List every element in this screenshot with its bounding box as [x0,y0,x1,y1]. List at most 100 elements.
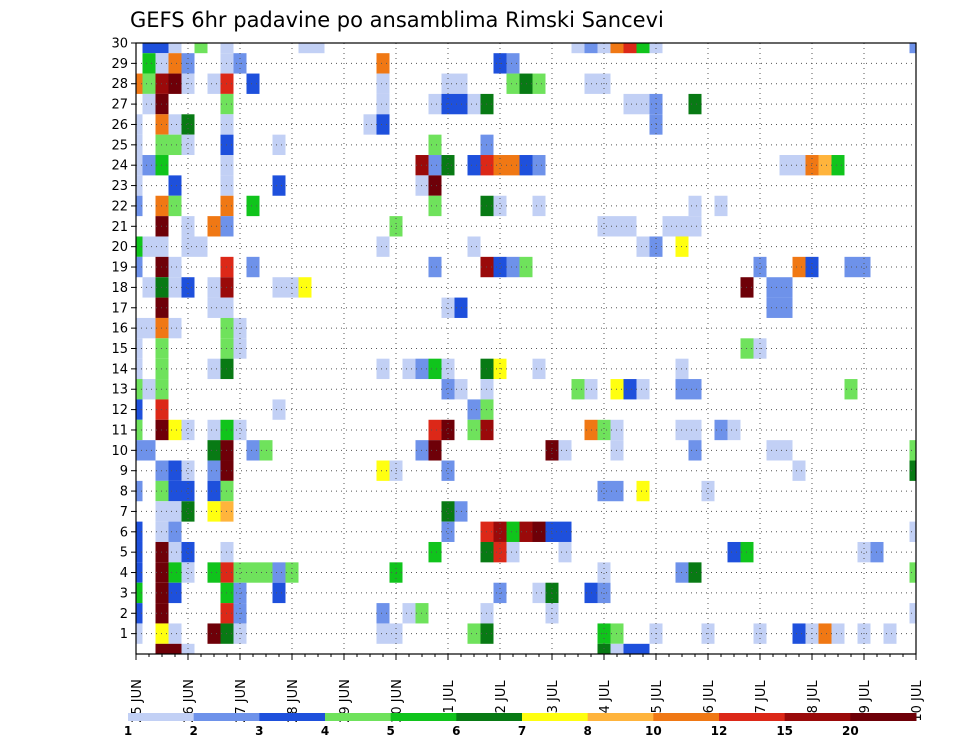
y-tick-label: 28 [111,77,128,92]
heatmap-cell [207,562,221,583]
heatmap-cell [168,582,182,604]
heatmap-cell [428,93,442,115]
heatmap-cell [142,155,156,176]
x-tick-label: 25 JUN [130,679,145,723]
y-tick-label: 3 [120,586,128,601]
heatmap-cell [792,256,806,278]
heatmap-cell [688,440,702,461]
x-tick-label: 30 JUN [390,679,405,723]
colorbar-label: 10 [645,724,662,738]
colorbar-swatch [259,713,326,721]
heatmap-cell [155,643,169,654]
heatmap-cell [136,582,143,604]
heatmap-cell [493,541,507,563]
colorbar: 1 2 3 4 5 6 7 8 10 12 15 20 [124,713,917,738]
heatmap-cell [727,541,741,563]
heatmap-cell [623,216,637,237]
heatmap-cell [376,603,390,624]
y-tick-label: 11 [111,423,128,438]
heatmap-cell [136,73,143,94]
heatmap-cell [181,277,195,298]
y-tick-label: 12 [111,403,128,418]
heatmap-cell [207,297,221,318]
heatmap-cell [168,277,182,298]
heatmap-cell [246,562,260,583]
colorbar-label: 4 [321,724,329,738]
heatmap-cell [207,277,221,298]
heatmap-cell [168,501,182,522]
colorbar-swatch [784,713,851,721]
heatmap-cell [532,195,546,217]
heatmap-cell [168,460,182,481]
colorbar-swatch [522,713,589,721]
heatmap-cell [441,379,455,400]
x-tick-label: 29 JUN [338,679,353,723]
y-tick-label: 5 [120,546,128,561]
heatmap-cell [142,236,156,257]
heatmap-cell [246,195,260,217]
heatmap-cell [136,419,143,441]
heatmap-cell [181,134,195,156]
heatmap-cell [136,521,143,542]
heatmap-cell [168,480,182,502]
heatmap-cell [688,216,702,237]
heatmap-cell [272,134,286,156]
heatmap-cell [207,440,221,461]
x-tick-label: 27 JUN [234,679,249,723]
heatmap-cell [753,256,767,278]
colorbar-label: 8 [583,724,591,738]
heatmap-cell [136,256,143,278]
heatmap-cell [506,541,520,563]
heatmap-cell [298,43,312,54]
y-tick-label: 7 [120,505,128,520]
x-tick-label: 26 JUN [182,679,197,723]
heatmap-cell [441,521,455,542]
heatmap-cell [376,53,390,74]
x-axis: 25 JUN 26 JUN 27 JUN 28 JUN 29 JUN 30 JUN 01 J… [130,654,925,723]
heatmap-cell [701,480,715,502]
y-axis: 1234567891011121314151617181920212223242… [111,37,136,642]
heatmap-cell [558,440,572,461]
heatmap-cell [311,43,325,54]
y-tick-label: 23 [111,179,128,194]
y-tick-label: 25 [111,138,128,153]
heatmap-cell [207,419,221,441]
heatmap-cell [136,440,143,461]
heatmap-cell [441,460,455,481]
x-tick-label: 03 JUL [546,680,561,722]
heatmap-cell [376,114,390,135]
y-tick-label: 1 [120,627,128,642]
heatmap-cell [428,175,442,196]
heatmap-cell [168,53,182,74]
heatmap-cell [207,460,221,481]
colorbar-label: 15 [776,724,793,738]
heatmap-cell [688,379,702,400]
colorbar-swatch [850,713,917,721]
heatmap-cell [168,43,182,54]
heatmap-cell [441,297,455,318]
heatmap-cell [168,643,182,654]
x-tick-label: 08 JUL [806,680,821,722]
heatmap-cell [376,93,390,115]
heatmap-cell [831,623,845,644]
heatmap-cell [428,419,442,441]
heatmap-cell [571,43,585,54]
y-tick-label: 16 [111,322,128,337]
heatmap-cell [623,43,637,54]
heatmap-cell [493,256,507,278]
heatmap-cell [909,562,916,583]
colorbar-swatch [653,713,720,721]
heatmap-cell [857,541,871,563]
heatmap-cell [727,419,741,441]
heatmap-cell [142,317,156,339]
heatmap-cell [168,175,182,196]
heatmap-cell [909,460,916,481]
y-tick-label: 10 [111,444,128,459]
heatmap-cell [688,195,702,217]
heatmap-cell [168,195,182,217]
heatmap-cell [688,93,702,115]
heatmap-cell [142,277,156,298]
heatmap-cell [376,73,390,94]
heatmap-cell [766,297,780,318]
heatmap-cell [532,73,546,94]
